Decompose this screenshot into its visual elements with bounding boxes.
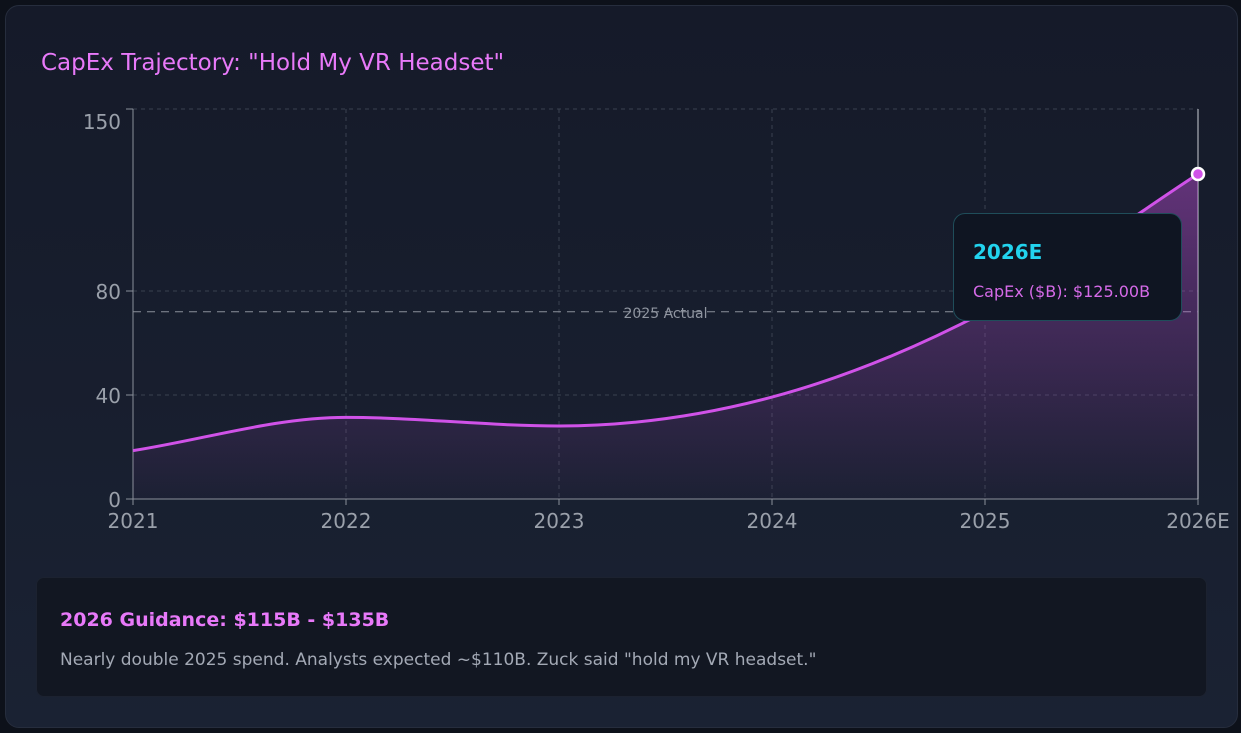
y-tick-label: 40 [96, 384, 121, 408]
x-tick-label: 2024 [747, 509, 798, 533]
chart-title: CapEx Trajectory: "Hold My VR Headset" [41, 50, 505, 76]
x-tick-label: 2021 [108, 509, 159, 533]
y-tick-label: 80 [96, 280, 121, 304]
tooltip-category: 2026E [973, 240, 1043, 264]
tooltip-value: CapEx ($B): $125.00B [973, 282, 1151, 301]
chart-tooltip: 2026E CapEx ($B): $125.00B [953, 213, 1182, 321]
x-tick-label: 2025 [960, 509, 1011, 533]
data-point[interactable] [1190, 166, 1206, 182]
y-tick-label: 150 [83, 110, 121, 134]
capex-area [133, 174, 1198, 499]
guidance-note: 2026 Guidance: $115B - $135B Nearly doub… [36, 577, 1207, 697]
x-tick-label: 2023 [534, 509, 585, 533]
guidance-text: Nearly double 2025 spend. Analysts expec… [60, 650, 817, 670]
x-tick-label: 2026E [1166, 509, 1230, 533]
x-tick-label: 2022 [321, 509, 372, 533]
guidance-heading: 2026 Guidance: $115B - $135B [60, 609, 390, 631]
reference-label: 2025 Actual [624, 306, 708, 322]
y-tick-label: 0 [108, 488, 121, 512]
